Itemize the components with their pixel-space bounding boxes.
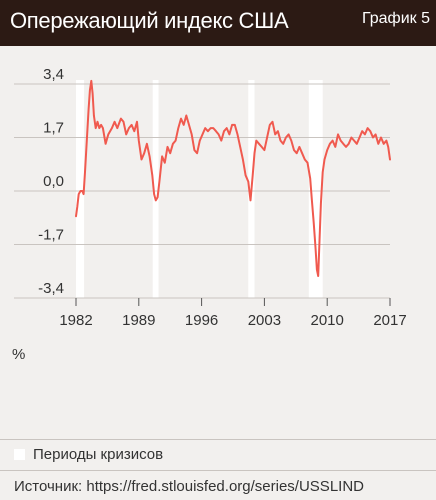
- y-tick-label-5: -3,4: [38, 280, 64, 297]
- x-tick-label-3: 1996: [185, 312, 218, 329]
- recession-band-1: [76, 80, 85, 298]
- chart-number-label: График 5: [361, 10, 430, 27]
- legend: Периоды кризисов: [14, 446, 163, 463]
- x-tick-label-4: 2003: [248, 312, 281, 329]
- series-lines: [75, 79, 391, 277]
- y-axis-unit: %: [12, 346, 26, 363]
- chart-title: Опережающий индекс США: [10, 8, 289, 33]
- x-tick-label-2: 1989: [122, 312, 155, 329]
- recession-legend-swatch: [14, 449, 25, 460]
- legend-divider: [0, 439, 436, 440]
- y-tick-label-1: 3,4: [43, 66, 64, 83]
- recession-band-2: [152, 80, 159, 298]
- recession-bands: [76, 80, 323, 298]
- source-divider: [0, 470, 436, 471]
- grid-lines: [14, 83, 390, 299]
- y-tick-label-4: -1,7: [38, 227, 64, 244]
- x-tick-label-1: 1982: [59, 312, 92, 329]
- y-tick-label-2: 1,7: [43, 120, 64, 137]
- x-tick-label-6: 2017: [373, 312, 406, 329]
- series-line-1: [75, 79, 391, 277]
- x-tick-label-5: 2010: [311, 312, 344, 329]
- title-bar: Опережающий индекс США График 5: [0, 0, 436, 46]
- recession-legend-label: Периоды кризисов: [33, 446, 164, 463]
- x-axis-ticks: 1982 1989 1996 2003 2010 2017: [59, 298, 407, 329]
- y-tick-label-3: 0,0: [43, 173, 64, 190]
- source-note: Источник: https://fred.stlouisfed.org/se…: [14, 478, 364, 495]
- y-axis-ticks: 3,4 1,7 0,0 -1,7 -3,4: [38, 66, 64, 297]
